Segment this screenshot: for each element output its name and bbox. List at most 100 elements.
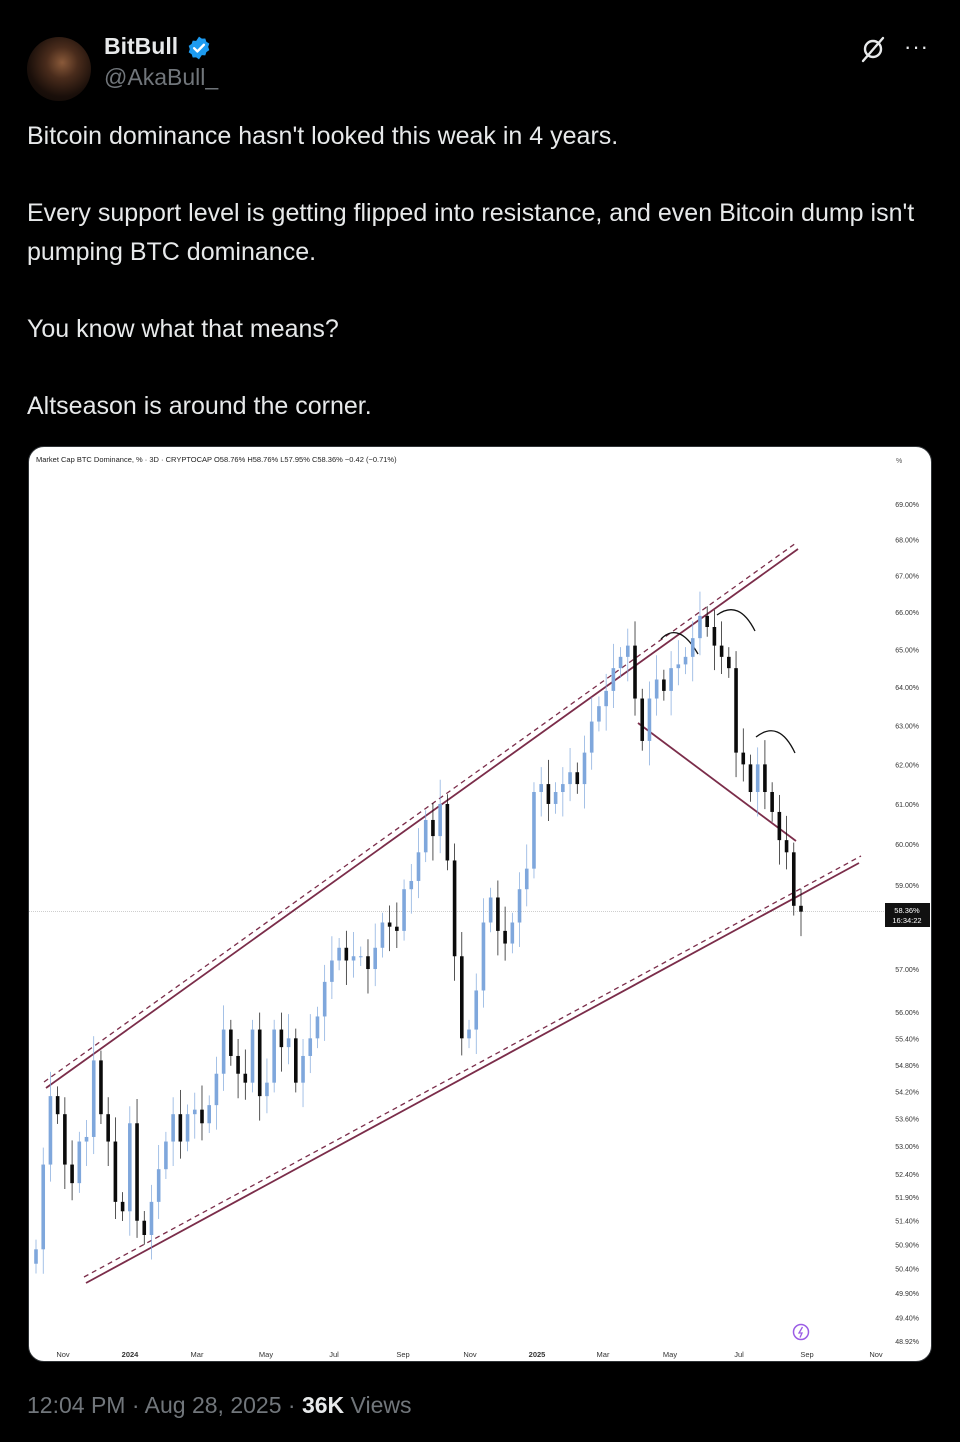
y-tick-label: 50.40% (895, 1267, 919, 1274)
candle (120, 1192, 125, 1222)
candle-body (784, 840, 789, 853)
author-name[interactable]: BitBull (104, 33, 179, 59)
x-tick-label: Mar (191, 1350, 204, 1359)
candle (799, 888, 803, 937)
candle-body (84, 1136, 89, 1142)
candle (467, 1019, 471, 1049)
candle-body (41, 1164, 46, 1250)
candle-body (611, 668, 616, 691)
tweet-text: Bitcoin dominance hasn't looked this wea… (27, 117, 927, 464)
candle (669, 651, 673, 716)
chart-image[interactable]: Market Cap BTC Dominance, % · 3D · CRYPT… (28, 446, 932, 1362)
last-price-tag: 58.36% 16:34:22 (885, 903, 930, 927)
candle (690, 621, 695, 682)
x-tick-label: Jul (329, 1350, 339, 1359)
candle (452, 843, 457, 981)
candle-body (330, 960, 334, 982)
candle-body (142, 1220, 147, 1235)
candle (164, 1131, 168, 1179)
candle (496, 880, 500, 956)
candle (41, 1147, 46, 1274)
candle-body (135, 1123, 139, 1221)
candle (734, 651, 738, 778)
y-tick-label: 69.00% (895, 502, 919, 509)
candle (683, 647, 688, 675)
tweet-time[interactable]: 12:04 PM (27, 1392, 126, 1418)
candle-body (243, 1073, 248, 1083)
candle (337, 938, 341, 971)
candle (135, 1099, 139, 1238)
candle (185, 1104, 190, 1152)
neckline (637, 722, 797, 842)
candle (755, 747, 760, 817)
candle-body (791, 852, 796, 906)
candle (604, 673, 608, 731)
candle-body (286, 1038, 291, 1048)
candle (279, 1012, 284, 1072)
candle (625, 628, 630, 682)
candle (156, 1144, 161, 1219)
candle (257, 1012, 262, 1121)
candle (55, 1086, 60, 1124)
candle-body (460, 956, 464, 1039)
x-tick-label: Nov (56, 1350, 70, 1359)
y-tick-label: 59.00% (895, 883, 919, 890)
candle-body (770, 792, 774, 812)
candle-body (561, 784, 565, 793)
candle (221, 1005, 226, 1091)
tweet-date[interactable]: Aug 28, 2025 (144, 1392, 282, 1418)
candle-body (683, 656, 688, 665)
candle-body (575, 772, 580, 785)
avatar[interactable] (27, 37, 91, 101)
candle (99, 1050, 103, 1124)
candle (200, 1085, 204, 1141)
candle (633, 621, 637, 716)
btc-dominance-chart: Market Cap BTC Dominance, % · 3D · CRYPT… (29, 455, 930, 1359)
candle-body (185, 1114, 190, 1142)
candle (647, 681, 652, 766)
candle-body (705, 615, 709, 627)
candle (236, 1038, 240, 1099)
candle-body (337, 947, 341, 961)
candle (243, 1049, 248, 1100)
grok-icon[interactable] (858, 34, 888, 64)
candle (229, 1019, 233, 1066)
candle (488, 887, 493, 933)
candle-body (77, 1141, 82, 1184)
tweet-meta: 12:04 PM · Aug 28, 2025 · 36K Views (27, 1392, 411, 1419)
candle-body (358, 956, 363, 958)
candle (106, 1097, 110, 1166)
candle (517, 872, 522, 947)
candle-body (207, 1105, 212, 1124)
candle-body (301, 1055, 305, 1083)
candle-body (589, 721, 594, 753)
channel-lower-line (85, 862, 860, 1284)
y-tick-label: 67.00% (895, 574, 919, 581)
candle-body (236, 1055, 240, 1074)
candle (546, 759, 551, 822)
candle (438, 779, 442, 854)
tweet-paragraph: Altseason is around the corner. (27, 391, 372, 420)
candle (294, 1028, 298, 1093)
candle (503, 906, 507, 961)
x-tick-label: 2024 (122, 1350, 140, 1359)
more-icon[interactable]: ··· (904, 34, 929, 59)
y-tick-label: 64.00% (895, 685, 919, 692)
y-tick-label: 60.00% (895, 842, 919, 849)
candle (272, 1019, 276, 1093)
candle-body (395, 926, 399, 931)
candle (460, 932, 464, 1056)
candle-body (445, 803, 450, 861)
candle-body (669, 668, 673, 691)
candle-body (294, 1038, 298, 1083)
candle (698, 591, 702, 656)
x-tick-label: Sep (800, 1350, 813, 1359)
candle (395, 902, 399, 948)
candle-body (799, 905, 803, 912)
author-handle[interactable]: @AkaBull_ (104, 64, 219, 90)
candle-body (91, 1060, 96, 1137)
candle-body (229, 1029, 233, 1056)
candle-body (748, 764, 753, 793)
candle-body (257, 1029, 262, 1097)
candle (445, 794, 450, 871)
